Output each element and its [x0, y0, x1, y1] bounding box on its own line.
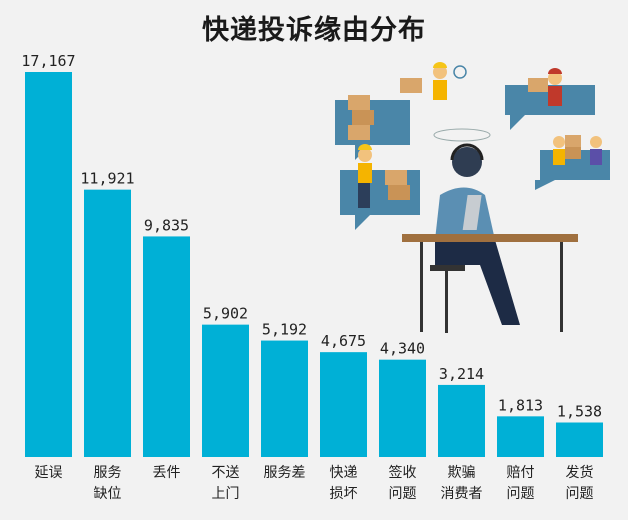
- category-label: 服务差: [264, 465, 306, 481]
- bar: [84, 189, 131, 457]
- category-label: 签收问题: [389, 464, 417, 502]
- data-label: 4,675: [321, 332, 366, 350]
- bar: [438, 384, 485, 457]
- bar: [261, 340, 308, 457]
- speech-bubble: [505, 85, 595, 130]
- data-label: 11,921: [80, 170, 134, 188]
- bar: [379, 359, 426, 457]
- data-label: 3,214: [439, 365, 484, 383]
- bar: [25, 72, 72, 457]
- data-label: 4,340: [380, 340, 425, 358]
- customer-service-illustration-icon: [335, 62, 610, 333]
- category-label: 欺骗消费者: [441, 465, 483, 502]
- data-label: 5,902: [203, 305, 248, 323]
- data-label: 17,167: [21, 52, 75, 70]
- speech-bubble: [335, 100, 410, 160]
- data-label: 5,192: [262, 321, 307, 339]
- bar: [202, 324, 249, 457]
- category-label: 赔付问题: [507, 465, 535, 502]
- data-label: 1,538: [557, 403, 602, 421]
- bar: [143, 236, 190, 457]
- bar: [556, 422, 603, 457]
- category-label: 丢件: [153, 465, 181, 481]
- bar: [497, 416, 544, 457]
- category-label: 不送上门: [212, 465, 240, 502]
- data-label: 1,813: [498, 396, 543, 414]
- category-label: 服务缺位: [94, 465, 122, 502]
- chart-title: 快递投诉缘由分布: [202, 15, 426, 46]
- data-label: 9,835: [144, 216, 189, 234]
- category-label: 快递损坏: [330, 465, 358, 502]
- bar: [320, 352, 367, 457]
- category-label: 延误: [35, 465, 63, 481]
- category-label: 发货问题: [566, 464, 594, 502]
